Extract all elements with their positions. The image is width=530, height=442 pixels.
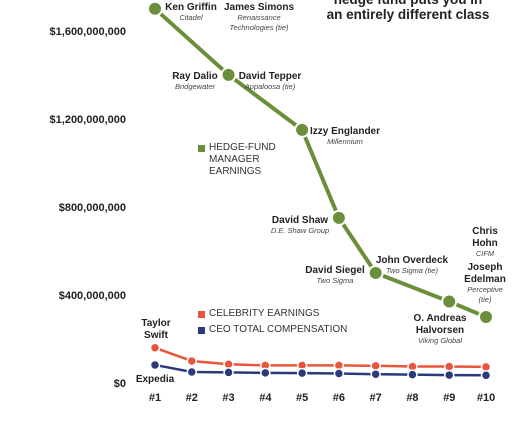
annotation-name: James Simons — [224, 2, 294, 13]
x-tick-label: #5 — [296, 392, 308, 404]
x-tick-label: #6 — [333, 392, 345, 404]
annotation-name: John Overdeck — [376, 255, 449, 266]
y-tick-label: $400,000,000 — [59, 290, 126, 302]
data-point — [370, 368, 381, 380]
annotation-sub: Viking Global — [418, 336, 462, 345]
annotation-name: David Siegel — [305, 265, 365, 276]
data-point — [294, 121, 311, 138]
annotation-name: Joseph — [467, 262, 502, 273]
annotation-name: David Shaw — [272, 215, 328, 226]
legend-label-box: CEO TOTAL COMPENSATION — [209, 324, 348, 335]
data-point — [220, 66, 237, 83]
annotation-sub: D.E. Shaw Group — [271, 226, 329, 235]
annotation-name: Halvorsen — [416, 325, 464, 336]
legend-label: HEDGE-FUND MANAGER EARNINGS — [209, 142, 276, 177]
chart-title: an entirely different class — [327, 7, 490, 22]
x-tick-label: #4 — [259, 392, 272, 404]
annotation-name: Edelman — [464, 274, 506, 285]
y-tick-label: $1,200,000,000 — [50, 114, 126, 126]
y-tick-label: $0 — [114, 378, 126, 390]
annotation-sub: Renaissance — [237, 13, 280, 22]
data-point — [478, 308, 495, 325]
x-tick-label: #1 — [149, 392, 161, 404]
x-tick-label: #2 — [186, 392, 198, 404]
data-point — [330, 209, 347, 226]
annotation-sub: Citadel — [179, 13, 203, 22]
annotation-sub: Perceptive — [467, 285, 502, 294]
annotation-name: O. Andreas — [414, 313, 467, 324]
x-tick-label: #7 — [370, 392, 382, 404]
annotation-sub: Technologies (tie) — [230, 23, 289, 32]
annotation-name: Expedia — [136, 374, 175, 385]
annotation-sub: Two Sigma — [317, 276, 354, 285]
annotation-sub: Appaloosa (tie) — [244, 82, 296, 91]
data-point — [441, 293, 458, 310]
data-point — [186, 355, 198, 367]
data-point — [367, 264, 384, 281]
data-point — [260, 367, 271, 379]
legend-label-box: HEDGE-FUND MANAGER EARNINGS — [209, 142, 276, 177]
legend-label: CELEBRITY EARNINGS — [209, 308, 320, 319]
data-point — [443, 369, 455, 381]
legend-swatch — [198, 327, 205, 334]
annotation-name: Hohn — [472, 238, 498, 249]
legend-swatch — [198, 145, 205, 152]
data-point — [296, 367, 308, 379]
series-line — [154, 346, 487, 369]
data-point — [149, 342, 161, 354]
legend-label: CEO TOTAL COMPENSATION — [209, 324, 348, 335]
x-tick-label: #9 — [443, 392, 455, 404]
series-line — [154, 363, 487, 377]
data-point — [333, 368, 345, 379]
data-point — [223, 367, 234, 378]
data-point — [443, 361, 455, 372]
data-point — [146, 0, 163, 17]
annotation-sub: Two Sigma (tie) — [386, 266, 438, 275]
annotation-name: Ken Griffin — [165, 2, 217, 13]
legend-label-box: CELEBRITY EARNINGS — [209, 308, 320, 319]
annotation-name: David Tepper — [239, 71, 302, 82]
x-tick-label: #3 — [222, 392, 234, 404]
chart-title: hedge fund puts you in — [334, 0, 483, 7]
data-point — [149, 359, 161, 371]
annotation-name: Ray Dalio — [172, 71, 218, 82]
annotation-name: Izzy Englander — [310, 126, 380, 137]
annotation-sub: Bridgewater — [175, 82, 216, 91]
y-tick-label: $800,000,000 — [59, 202, 126, 214]
x-tick-label: #8 — [406, 392, 418, 404]
annotation-sub: Millennium — [327, 137, 363, 146]
data-point — [186, 366, 198, 378]
annotation-name: Swift — [144, 330, 169, 341]
annotation-sub: (tie) — [479, 295, 492, 304]
y-tick-label: $1,600,000,000 — [50, 26, 126, 38]
data-point — [407, 369, 418, 380]
annotation-sub: CIFM — [476, 249, 495, 258]
annotation-name: Taylor — [141, 318, 170, 329]
x-tick-label: #10 — [477, 392, 495, 404]
legend-swatch — [198, 311, 205, 318]
data-point — [480, 370, 492, 381]
annotation-name: Chris — [472, 226, 498, 237]
